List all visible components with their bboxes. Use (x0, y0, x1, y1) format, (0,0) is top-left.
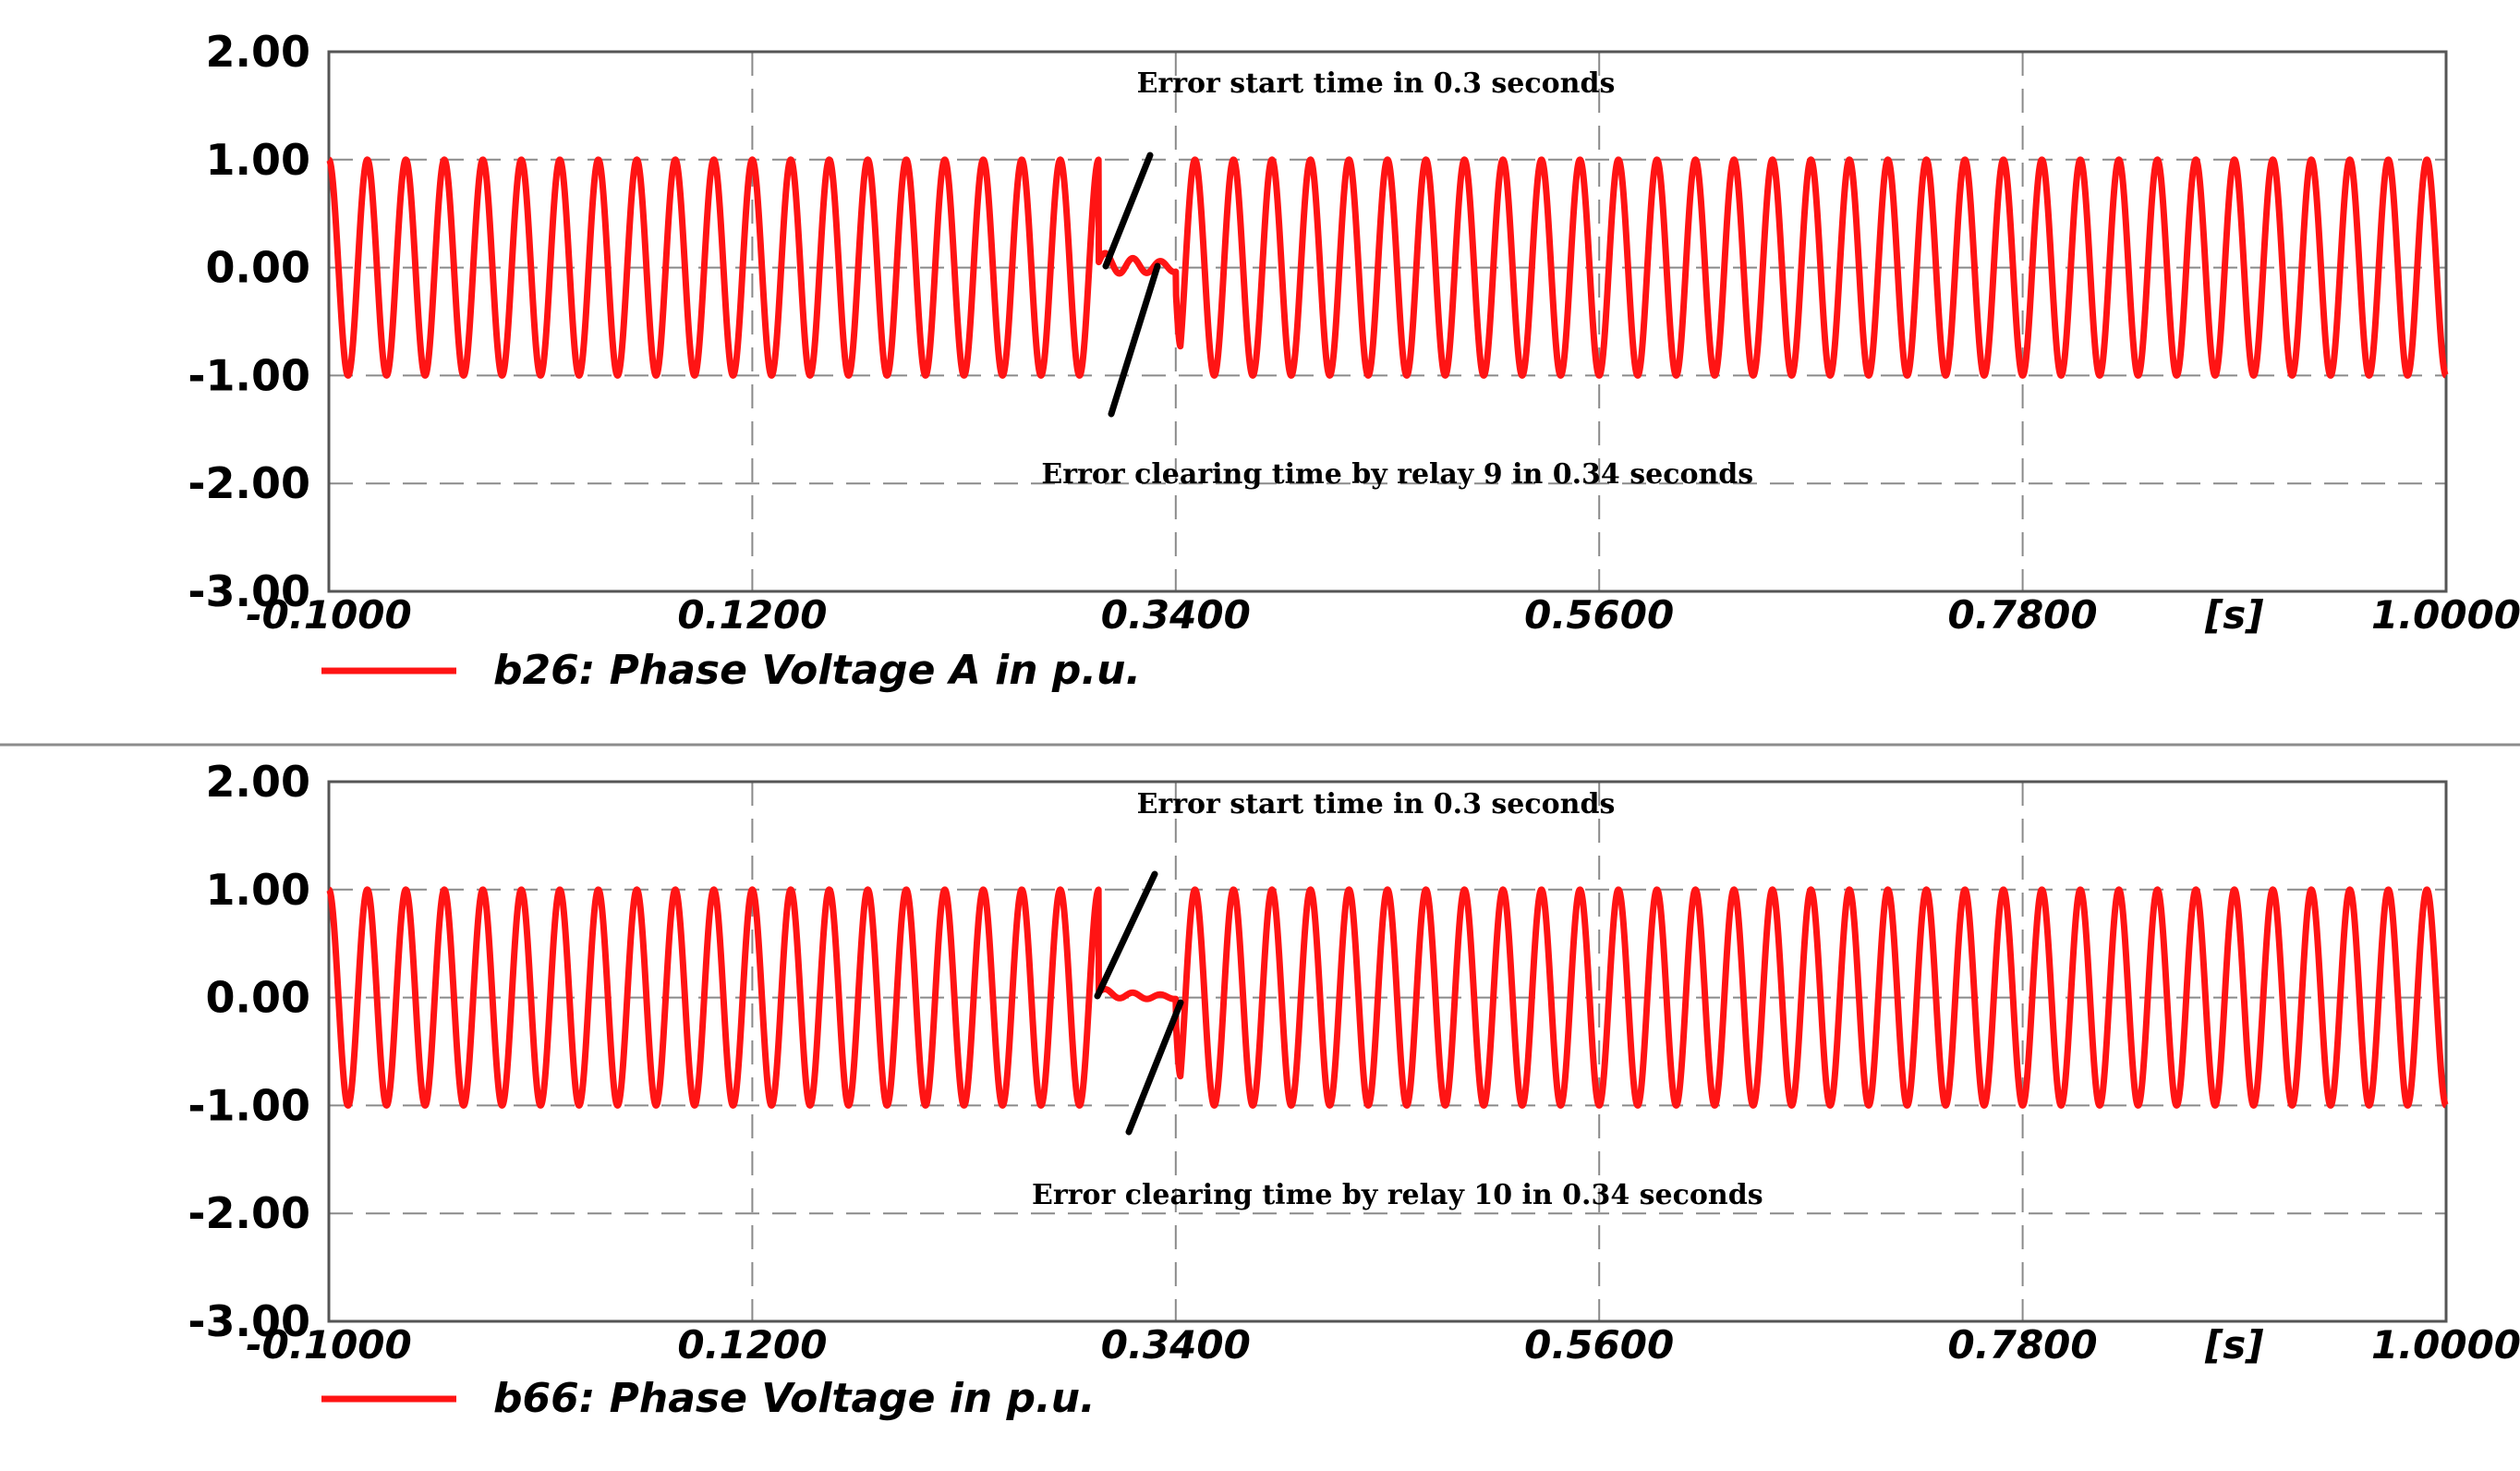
x-tick-label: -0.1000 (246, 592, 412, 638)
fault-start-marker (1094, 870, 1158, 1000)
x-tick-label: 0.3400 (1101, 592, 1251, 638)
chart-panel-top: 2.00 1.00 0.00 -1.00 -2.00 -3.00-0.1000 0.1200… (188, 27, 2520, 694)
x-unit-label: [s] (2204, 1322, 2263, 1368)
x-tick-label: 0.7800 (1948, 1322, 2098, 1368)
annotation-fault-start: Error start time in 0.3 seconds (1137, 67, 1616, 100)
fault-clear-marker (1108, 262, 1161, 418)
y-tick-label: 1.00 (206, 135, 311, 185)
annotation-fault-clear: Error clearing time by relay 10 in 0.34 … (1032, 1179, 1763, 1211)
legend-label: b66: Phase Voltage in p.u. (493, 1375, 1096, 1422)
y-tick-label: -2.00 (188, 458, 310, 508)
x-tick-label: 0.1200 (677, 1322, 827, 1368)
series-line (325, 886, 2450, 1109)
annotation-fault-start: Error start time in 0.3 seconds (1137, 788, 1616, 821)
y-tick-label: -1.00 (188, 1080, 310, 1130)
annotation-fault-clear: Error clearing time by relay 9 in 0.34 s… (1041, 458, 1753, 491)
x-tick-label: 0.3400 (1101, 1322, 1251, 1368)
y-tick-label: -2.00 (188, 1188, 310, 1238)
x-tick-label: 0.1200 (677, 592, 827, 638)
y-tick-label: 0.00 (206, 973, 311, 1023)
series-line (325, 156, 2450, 379)
x-tick-label: 1.0000 (2371, 1322, 2520, 1368)
chart-panel-bottom: 2.00 1.00 0.00 -1.00 -2.00 -3.00-0.1000 0.1200… (188, 757, 2520, 1422)
y-tick-label: -3.00 (188, 566, 310, 616)
y-tick-label: 0.00 (206, 243, 311, 293)
y-tick-label: 2.00 (206, 27, 311, 77)
x-tick-label: 0.5600 (1524, 592, 1674, 638)
plot-frame (327, 780, 2448, 1323)
legend-label: b26: Phase Voltage A in p.u. (493, 647, 1141, 694)
x-unit-label: [s] (2204, 592, 2263, 638)
fault-start-marker (1102, 152, 1154, 270)
fault-clear-marker (1125, 999, 1184, 1136)
y-tick-label: -1.00 (188, 350, 310, 400)
x-tick-label: 0.5600 (1524, 1322, 1674, 1368)
x-tick-label: -0.1000 (246, 1322, 412, 1368)
x-tick-label: 1.0000 (2371, 592, 2520, 638)
y-tick-label: 1.00 (206, 865, 311, 915)
plot-frame (327, 50, 2448, 593)
x-tick-label: 0.7800 (1948, 592, 2098, 638)
y-tick-label: 2.00 (206, 757, 311, 807)
y-tick-label: -3.00 (188, 1296, 310, 1346)
